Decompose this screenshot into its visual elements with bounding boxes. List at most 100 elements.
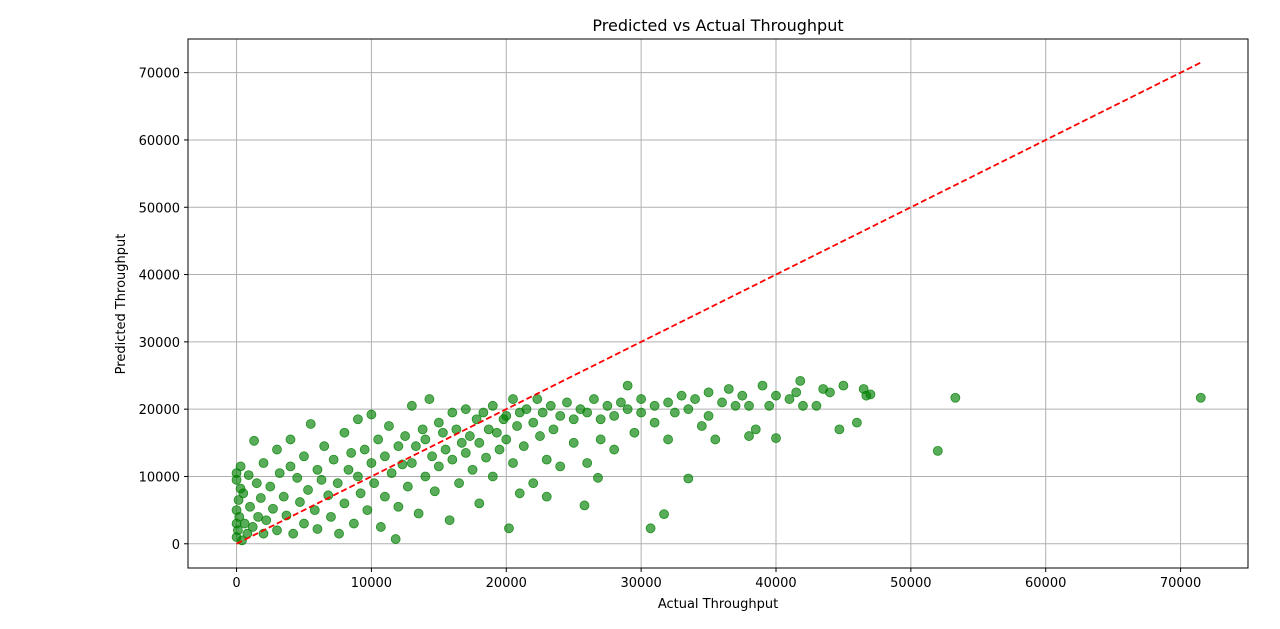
data-points <box>231 375 1206 546</box>
data-point <box>265 481 276 492</box>
data-point <box>622 380 633 391</box>
data-point <box>447 454 458 465</box>
y-tick-label: 50000 <box>139 201 180 216</box>
y-axis-ticks: 0 10000 20000 30000 40000 50000 60000 70000 <box>139 67 188 553</box>
data-point <box>234 511 245 522</box>
data-point <box>272 444 282 455</box>
data-point <box>649 400 660 411</box>
data-point <box>339 498 350 509</box>
data-point <box>420 471 431 482</box>
data-point <box>950 392 961 403</box>
grid <box>188 39 1248 568</box>
data-point <box>467 464 478 475</box>
data-point <box>609 444 620 455</box>
data-point <box>393 501 404 512</box>
data-point <box>579 500 590 511</box>
data-point <box>750 424 761 435</box>
data-point <box>343 464 354 475</box>
data-point <box>730 400 741 411</box>
y-tick-label: 30000 <box>139 336 180 351</box>
data-point <box>305 419 316 429</box>
data-point <box>355 488 366 499</box>
data-point <box>402 481 413 492</box>
x-tick-label: 0 <box>232 576 240 591</box>
data-point <box>514 488 525 499</box>
data-point <box>334 528 344 539</box>
data-point <box>757 380 768 391</box>
data-point <box>562 397 572 408</box>
data-point <box>696 421 707 431</box>
data-point <box>232 525 243 536</box>
data-point <box>393 441 404 452</box>
data-point <box>494 444 505 455</box>
data-point <box>353 414 363 425</box>
data-point <box>932 445 943 456</box>
data-point <box>784 394 795 404</box>
data-point <box>346 448 357 458</box>
data-point <box>589 394 599 404</box>
x-tick-label: 10000 <box>351 576 392 591</box>
data-point <box>239 518 250 529</box>
y-tick-label: 40000 <box>139 269 180 284</box>
data-point <box>247 522 258 532</box>
data-point <box>508 458 518 468</box>
data-point <box>811 400 822 411</box>
data-point <box>541 454 552 465</box>
data-point <box>245 501 255 512</box>
data-point <box>595 414 606 425</box>
data-point <box>303 485 313 495</box>
data-point <box>703 387 714 398</box>
data-point <box>312 524 323 534</box>
data-point <box>593 472 603 483</box>
data-point <box>474 498 485 509</box>
x-tick-label: 70000 <box>1160 576 1201 591</box>
data-point <box>326 511 336 522</box>
data-point <box>548 424 559 435</box>
data-point <box>233 495 244 505</box>
data-point <box>299 451 309 462</box>
data-point <box>454 478 464 489</box>
data-point <box>528 417 539 428</box>
data-point <box>375 522 386 532</box>
data-point <box>451 424 462 435</box>
data-point <box>474 437 485 448</box>
data-point <box>274 468 285 479</box>
data-point <box>235 461 246 472</box>
data-point <box>309 505 320 516</box>
data-point <box>251 478 262 489</box>
data-point <box>636 407 647 418</box>
data-point <box>238 488 249 499</box>
data-point <box>379 491 390 502</box>
data-point <box>717 397 727 408</box>
x-tick-label: 30000 <box>620 576 661 591</box>
data-point <box>582 458 593 468</box>
data-point <box>838 380 849 391</box>
data-point <box>427 451 437 462</box>
data-point <box>413 508 424 519</box>
data-point <box>508 394 518 404</box>
data-point <box>512 421 522 431</box>
data-point <box>366 458 377 468</box>
data-point <box>285 434 296 445</box>
data-point <box>852 417 862 428</box>
data-point <box>295 497 305 507</box>
data-point <box>487 471 498 482</box>
chart-title: Predicted vs Actual Throughput <box>592 16 843 35</box>
data-point <box>487 400 498 411</box>
data-point <box>629 427 640 438</box>
data-point <box>555 461 566 472</box>
data-point <box>460 448 471 458</box>
data-point <box>429 486 440 497</box>
data-point <box>316 474 327 485</box>
data-point <box>339 427 350 438</box>
data-point <box>825 387 835 398</box>
data-point <box>255 493 266 503</box>
data-point <box>312 464 323 475</box>
data-point <box>268 503 278 514</box>
data-point <box>703 410 714 421</box>
data-point <box>400 431 411 441</box>
data-point <box>744 400 754 411</box>
data-point <box>683 473 694 484</box>
data-point <box>332 478 343 489</box>
data-point <box>683 404 694 415</box>
